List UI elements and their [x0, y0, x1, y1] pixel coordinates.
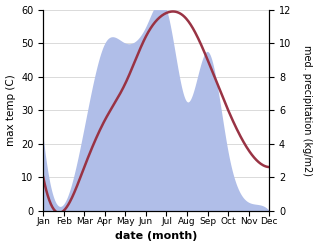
- X-axis label: date (month): date (month): [115, 231, 197, 242]
- Y-axis label: med. precipitation (kg/m2): med. precipitation (kg/m2): [302, 45, 313, 176]
- Y-axis label: max temp (C): max temp (C): [5, 74, 16, 146]
